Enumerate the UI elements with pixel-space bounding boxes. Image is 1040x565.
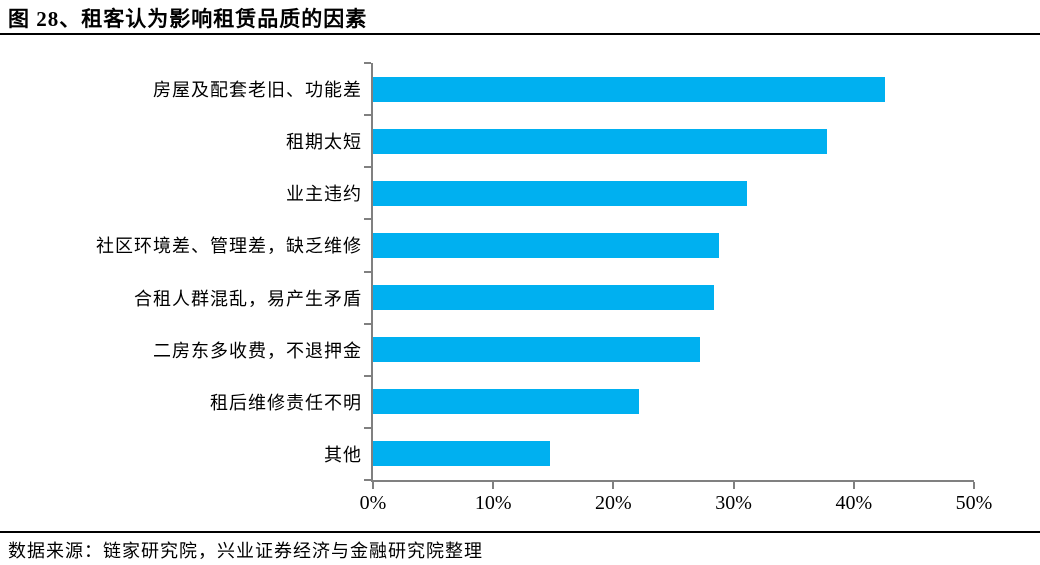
category-label: 房屋及配套老旧、功能差 xyxy=(153,80,362,101)
category-label: 合租人群混乱，易产生矛盾 xyxy=(134,288,362,309)
bar xyxy=(373,441,550,467)
category-label: 租期太短 xyxy=(286,132,362,153)
y-axis-tick xyxy=(364,218,371,221)
bar xyxy=(373,337,700,363)
plot-area: 0% 10% 20% 30% 40% 50% xyxy=(360,62,992,514)
bar-row xyxy=(373,63,974,115)
bars-container xyxy=(373,63,974,480)
bar-row xyxy=(373,324,974,376)
x-axis-tick-label: 10% xyxy=(474,492,512,514)
y-axis-tick xyxy=(364,374,371,377)
y-axis-tick xyxy=(364,166,371,169)
y-axis-tick xyxy=(364,114,371,117)
bar-row xyxy=(373,376,974,428)
y-axis-tick xyxy=(364,270,371,273)
x-axis-tick xyxy=(372,482,374,489)
bar xyxy=(373,232,720,258)
bar xyxy=(373,285,715,311)
bar-row xyxy=(373,115,974,167)
chart-title: 图 28、租客认为影响租赁品质的因素 xyxy=(8,7,368,31)
y-axis-tick xyxy=(364,322,371,325)
x-axis-tick xyxy=(492,482,495,489)
bar-row xyxy=(373,428,974,480)
category-label: 业主违约 xyxy=(286,184,362,205)
bar-row xyxy=(373,272,974,324)
bar xyxy=(373,180,747,206)
x-axis-tick-label: 40% xyxy=(835,492,873,514)
category-label: 社区环境差、管理差，缺乏维修 xyxy=(96,236,362,257)
x-axis-tick xyxy=(612,482,615,489)
y-axis-tick xyxy=(364,479,371,481)
bar-row xyxy=(373,167,974,219)
bar xyxy=(373,76,886,102)
x-axis-tick-label: 50% xyxy=(955,492,993,514)
x-axis-tick xyxy=(732,482,735,489)
category-label: 其他 xyxy=(324,444,362,465)
y-axis-tick xyxy=(364,426,371,429)
bar xyxy=(373,128,828,154)
category-axis-labels: 房屋及配套老旧、功能差租期太短业主违约社区环境差、管理差，缺乏维修合租人群混乱，… xyxy=(0,63,362,480)
x-axis-tick-label: 20% xyxy=(595,492,632,514)
y-axis-tick xyxy=(364,62,371,64)
x-axis-tick-label: 30% xyxy=(715,492,752,514)
x-axis-tick-label: 0% xyxy=(359,492,387,514)
x-axis-tick xyxy=(973,482,975,489)
footer-rule xyxy=(0,531,1040,533)
bar-row xyxy=(373,219,974,271)
title-underline-rule xyxy=(0,33,1040,35)
bar xyxy=(373,389,639,415)
category-label: 租后维修责任不明 xyxy=(210,392,362,413)
category-label: 二房东多收费，不退押金 xyxy=(153,340,362,361)
data-source-note: 数据来源：链家研究院，兴业证券经济与金融研究院整理 xyxy=(8,541,483,561)
x-axis-tick xyxy=(852,482,855,489)
